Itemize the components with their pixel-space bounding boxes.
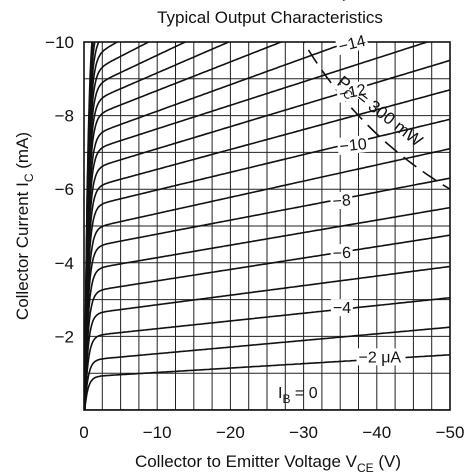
y-tick-labels: −2 −4 −6 −8 −10	[45, 33, 74, 346]
ib-curve	[84, 42, 284, 410]
curve-label: −8	[332, 192, 351, 210]
ib-curve	[84, 177, 450, 410]
curve-label: −6	[332, 245, 351, 263]
ib-curve	[84, 234, 450, 410]
ib-curve	[84, 42, 151, 410]
x-tick-label: −30	[289, 423, 318, 442]
power-limit-line	[302, 42, 450, 190]
x-tick-label: −10	[143, 423, 172, 442]
y-tick-label: −6	[55, 180, 74, 199]
curve-label: −16	[329, 0, 360, 8]
power-limit-curve	[302, 42, 450, 190]
ib-curve	[84, 42, 351, 410]
curve-label-backdrop	[329, 191, 354, 210]
curve-label-backdrop	[335, 80, 370, 103]
ib-zero-label: IB = 0	[278, 385, 318, 406]
curve-labels: −2 μA−4−6−8−10−12−14−16−18−20−22	[326, 0, 406, 366]
chart-title: Typical Output Characteristics	[157, 8, 383, 27]
curve-label: −4	[333, 300, 351, 317]
x-tick-label: −40	[362, 423, 391, 442]
y-tick-label: −8	[55, 107, 74, 126]
curve-label-backdrop	[330, 243, 353, 262]
x-tick-label: −50	[436, 423, 465, 442]
curve-label: −2 μA	[359, 349, 402, 366]
y-tick-label: −10	[45, 33, 74, 52]
ib-curve	[84, 42, 188, 410]
x-tick-label: −20	[216, 423, 245, 442]
ib-curve	[84, 206, 450, 410]
curve-label-backdrop	[334, 31, 370, 56]
curve-label: −10	[339, 136, 368, 156]
plot-frame	[83, 41, 451, 411]
y-axis-label: Collector Current IC (mA)	[13, 132, 36, 320]
y-tick-label: −2	[55, 327, 74, 346]
y-tick-label: −4	[55, 254, 74, 273]
x-tick-label: 0	[79, 423, 88, 442]
curve-label-backdrop	[356, 348, 406, 366]
ib-curve	[84, 265, 450, 410]
curve-label-backdrop	[326, 0, 362, 8]
curve-label: −14	[337, 33, 368, 56]
x-axis-label: Collector to Emitter Voltage VCE (V)	[135, 452, 401, 473]
ib-curve	[84, 147, 450, 410]
ib-curve	[84, 297, 450, 410]
ib-curve	[84, 42, 430, 410]
x-tick-labels: 0 −10 −20 −30 −40 −50	[79, 423, 464, 442]
curve-label-backdrop	[330, 299, 353, 317]
ib-curve	[84, 326, 450, 410]
ib-curve	[84, 42, 119, 410]
curve-label: −12	[338, 82, 368, 104]
ib-curve	[84, 42, 231, 410]
curve-label-backdrop	[336, 134, 370, 155]
